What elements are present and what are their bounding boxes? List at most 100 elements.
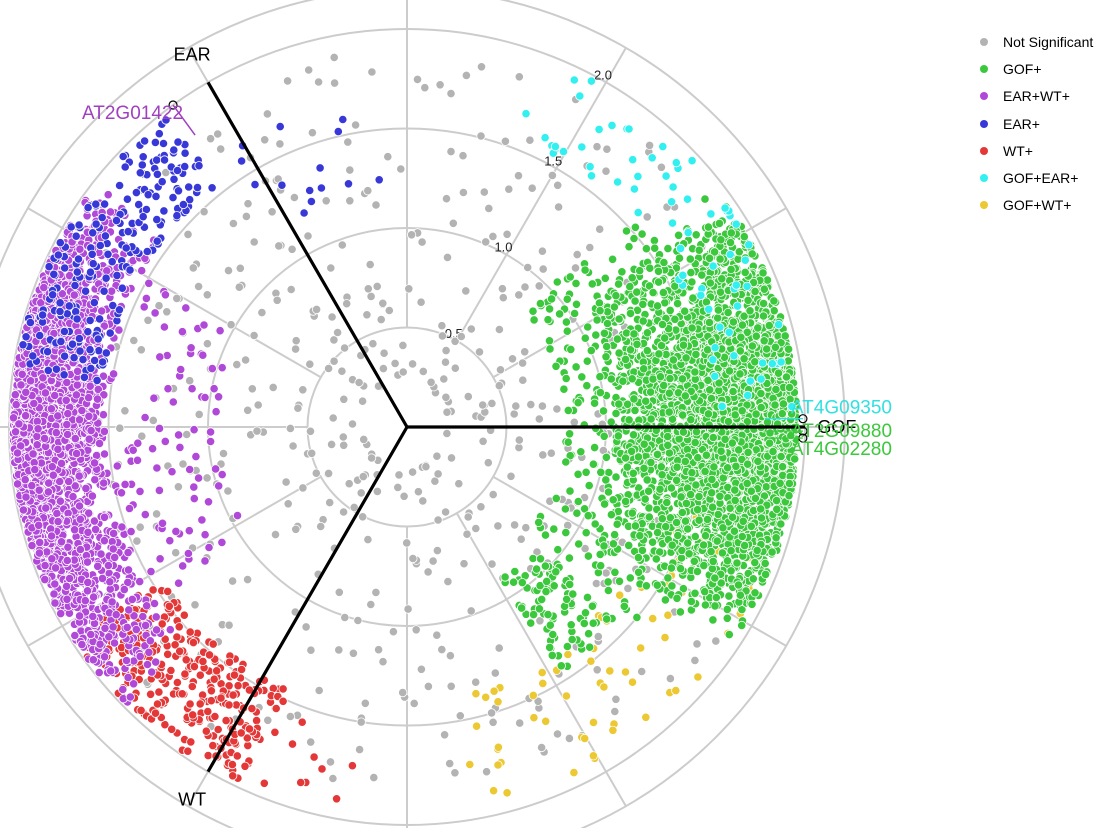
data-point	[698, 540, 709, 550]
data-point	[521, 523, 531, 533]
data-point	[536, 742, 547, 753]
data-point	[611, 408, 621, 418]
data-point	[462, 529, 472, 539]
data-point	[494, 381, 504, 391]
data-point	[599, 431, 609, 441]
data-point	[307, 448, 317, 458]
data-point	[602, 341, 612, 352]
data-point	[690, 367, 700, 377]
data-point	[745, 306, 755, 316]
data-point	[609, 530, 620, 540]
data-point	[353, 615, 363, 626]
data-point	[228, 576, 238, 586]
data-point	[677, 507, 688, 518]
data-point	[606, 510, 617, 520]
data-point	[700, 600, 711, 610]
data-point	[641, 244, 652, 254]
data-point	[627, 374, 637, 384]
data-point	[404, 284, 414, 294]
data-point	[298, 385, 308, 395]
data-point	[565, 579, 575, 590]
data-point	[471, 721, 482, 731]
data-point	[571, 362, 581, 372]
data-point	[298, 483, 308, 493]
data-point	[625, 281, 635, 292]
data-point	[769, 296, 779, 306]
data-point	[498, 293, 508, 303]
data-point	[172, 293, 182, 303]
data-point	[637, 666, 647, 677]
data-point	[638, 316, 648, 326]
data-point	[202, 290, 212, 300]
radial-tick-label: 1.0	[494, 240, 512, 255]
data-point	[642, 212, 652, 222]
data-point	[707, 502, 718, 512]
data-point	[489, 686, 499, 696]
data-point	[227, 759, 237, 770]
data-point	[635, 266, 645, 276]
data-point	[630, 296, 640, 306]
data-point	[325, 757, 336, 767]
data-point	[773, 368, 784, 378]
data-point	[98, 410, 109, 420]
data-point	[553, 545, 563, 555]
data-point	[329, 78, 340, 88]
data-point	[633, 567, 644, 577]
data-point	[306, 737, 316, 747]
data-point	[508, 577, 519, 587]
data-point	[753, 456, 763, 466]
data-point	[376, 314, 386, 325]
data-point	[461, 70, 471, 81]
data-point	[595, 306, 605, 316]
data-point	[587, 601, 598, 611]
data-point	[577, 372, 587, 382]
data-point	[243, 199, 253, 209]
data-point	[678, 427, 689, 437]
data-point	[494, 643, 504, 653]
data-point	[183, 229, 193, 239]
data-point	[272, 295, 282, 305]
data-point	[632, 339, 642, 349]
data-point	[663, 244, 673, 254]
data-point	[596, 561, 606, 571]
data-point	[771, 495, 782, 506]
data-point	[466, 606, 476, 616]
data-point	[591, 330, 601, 340]
data-point	[540, 561, 551, 571]
data-point	[688, 293, 698, 303]
data-point	[349, 502, 359, 512]
data-point	[561, 457, 571, 467]
data-point	[471, 689, 481, 699]
data-point	[463, 391, 473, 402]
data-point	[629, 394, 639, 404]
data-point	[742, 478, 752, 488]
data-point	[481, 692, 491, 702]
data-point	[274, 241, 284, 251]
data-point	[546, 448, 556, 458]
data-point	[633, 452, 644, 462]
data-point	[455, 711, 465, 721]
data-point	[432, 545, 442, 556]
data-point	[543, 609, 553, 620]
data-point	[363, 534, 373, 545]
data-point	[659, 257, 669, 268]
data-point	[601, 568, 611, 578]
data-point	[563, 437, 573, 447]
data-point	[680, 306, 690, 316]
data-point	[437, 331, 447, 341]
data-point	[692, 566, 703, 577]
data-point	[565, 486, 575, 496]
data-point	[243, 405, 253, 415]
data-point	[764, 438, 775, 448]
data-point	[362, 310, 372, 320]
data-point	[756, 388, 766, 399]
data-point	[569, 308, 580, 319]
data-point	[621, 328, 632, 338]
data-point	[586, 345, 596, 356]
data-point	[378, 298, 388, 308]
data-point	[181, 655, 191, 665]
data-point	[228, 771, 238, 781]
data-point	[642, 475, 652, 485]
data-point	[612, 334, 623, 344]
data-point	[216, 144, 226, 154]
